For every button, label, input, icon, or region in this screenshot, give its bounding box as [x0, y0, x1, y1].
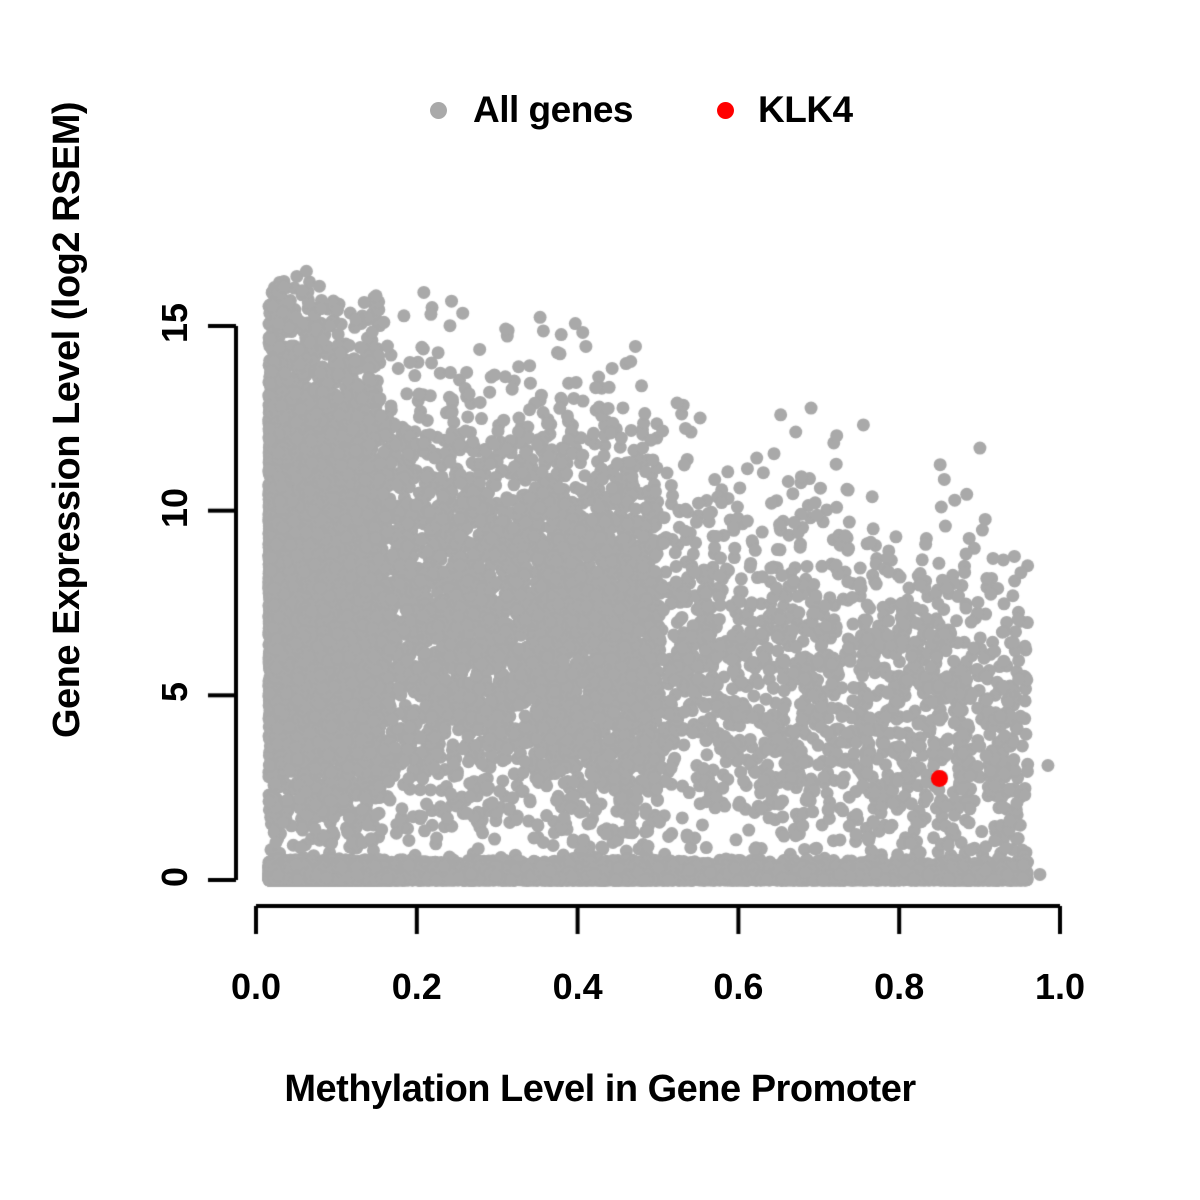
- y-tick-label: 0: [154, 866, 195, 888]
- x-axis-title: Methylation Level in Gene Promoter: [284, 1068, 916, 1110]
- y-tick-label: 5: [154, 682, 195, 703]
- legend-label-klk4: KLK4: [758, 89, 853, 130]
- x-tick-label: 0.8: [874, 966, 925, 1007]
- x-tick-label: 0.4: [552, 966, 603, 1007]
- legend-item-klk4: KLK4: [717, 89, 853, 131]
- x-tick-label: 0.2: [391, 966, 442, 1007]
- y-tick-label: 15: [154, 302, 195, 344]
- chart-legend: All genes KLK4: [430, 82, 853, 138]
- legend-item-all-genes: All genes: [430, 89, 634, 131]
- legend-marker-all-genes-icon: [430, 101, 447, 119]
- legend-label-all-genes: All genes: [473, 89, 634, 130]
- legend-marker-klk4-icon: [717, 101, 734, 119]
- x-tick-label: 0.0: [230, 966, 282, 1007]
- y-tick-label: 10: [154, 487, 195, 528]
- x-tick-label: 0.6: [713, 966, 764, 1007]
- x-tick-label: 1.0: [1034, 966, 1086, 1007]
- y-axis-title: Gene Expression Level (log2 RSEM): [46, 102, 88, 739]
